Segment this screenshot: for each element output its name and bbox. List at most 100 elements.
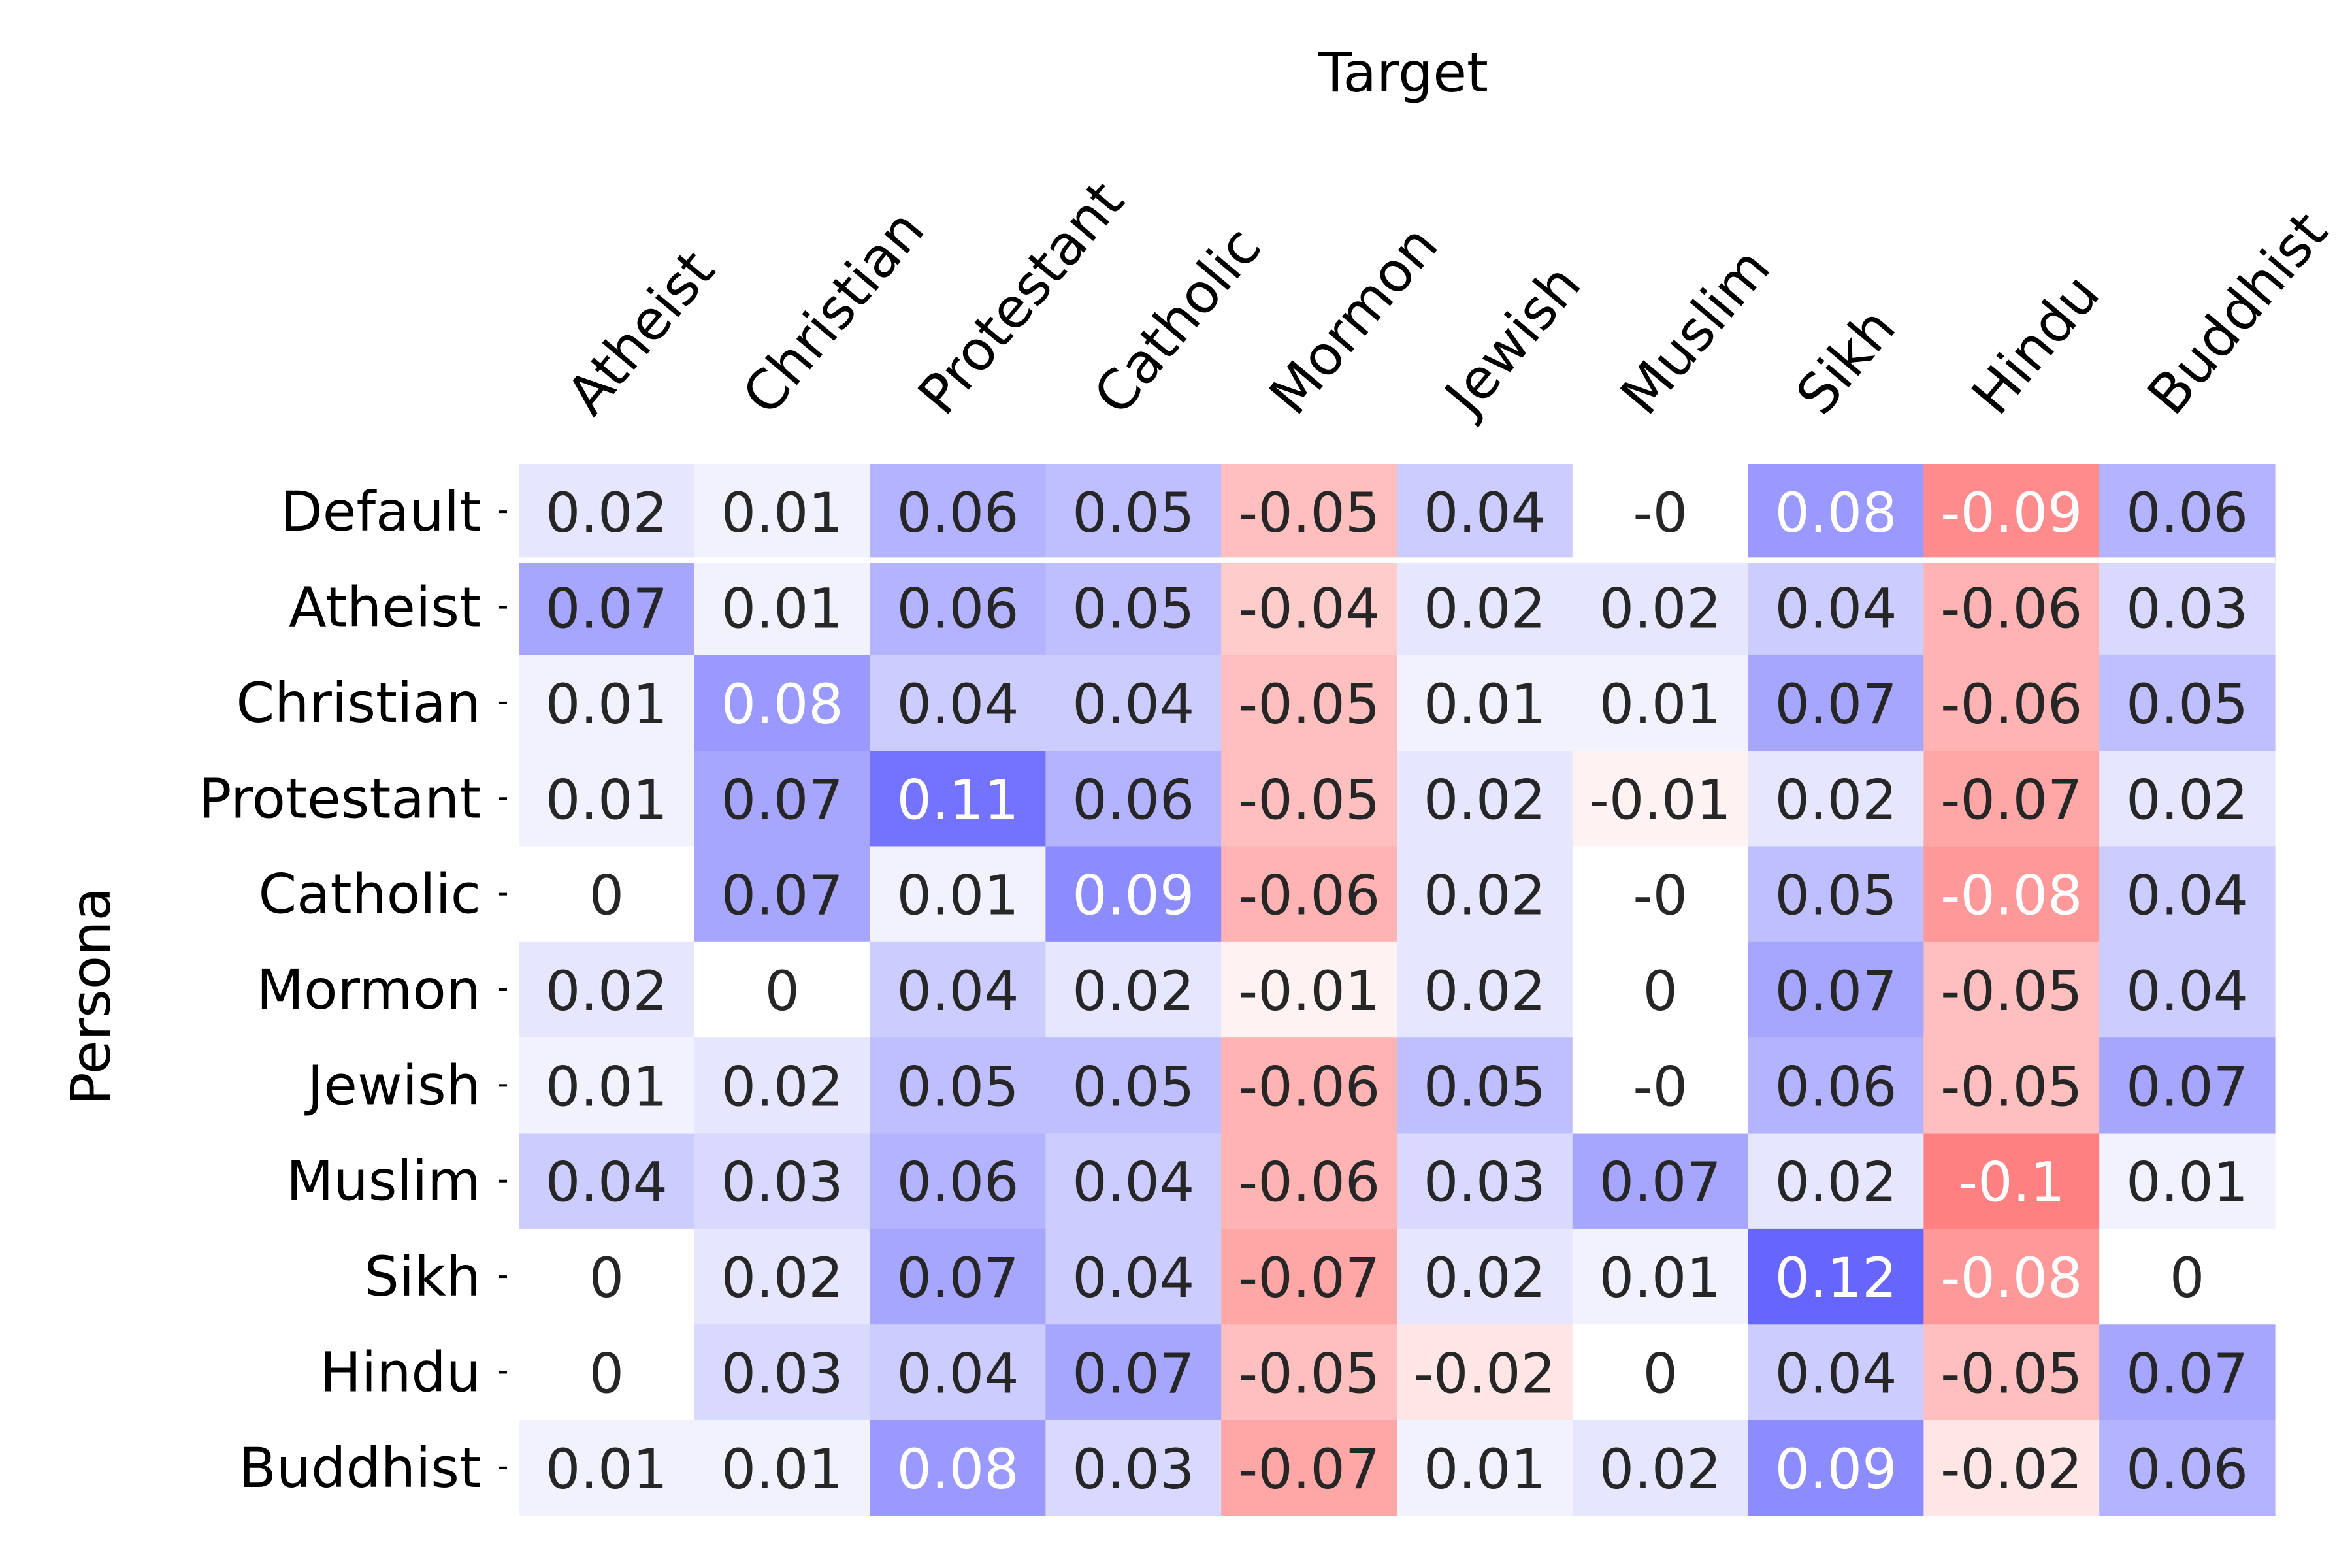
cell-value-label: 0.01 bbox=[721, 577, 843, 641]
x-tick-label: Christian bbox=[730, 198, 936, 427]
heatmap-cell bbox=[1572, 1133, 1749, 1230]
heatmap-cell bbox=[1397, 1133, 1573, 1230]
heatmap-cell bbox=[1045, 751, 1222, 847]
y-tick-label: Buddhist bbox=[238, 1436, 481, 1500]
heatmap-cell bbox=[694, 655, 871, 751]
cell-value-label: 0.01 bbox=[546, 1437, 668, 1501]
heatmap-cell bbox=[1748, 846, 1924, 943]
cell-value-label: -0 bbox=[1633, 1054, 1688, 1119]
heatmap-cell bbox=[1221, 941, 1397, 1038]
cell-value-label: 0.01 bbox=[546, 768, 668, 832]
heatmap-cell bbox=[1748, 1324, 1924, 1421]
heatmap-cell bbox=[870, 1037, 1046, 1134]
cell-value-label: 0.08 bbox=[1774, 481, 1897, 545]
cell-value-label: 0.07 bbox=[2126, 1054, 2248, 1119]
x-tick-label: Hindu bbox=[1959, 262, 2112, 427]
heatmap-cell bbox=[2099, 1420, 2276, 1516]
cell-value-label: 0.04 bbox=[896, 1341, 1019, 1405]
heatmap-cell bbox=[1397, 1037, 1573, 1134]
heatmap-cell bbox=[1221, 655, 1397, 751]
y-tick-label: Catholic bbox=[258, 862, 481, 926]
heatmap-cell bbox=[519, 751, 695, 847]
x-axis-title: Target bbox=[1318, 41, 1488, 105]
heatmap-cell bbox=[1572, 1228, 1749, 1325]
cell-value-label: 0.01 bbox=[2126, 1151, 2248, 1215]
cell-value-label: -0.05 bbox=[1238, 672, 1380, 736]
heatmap-cell bbox=[1045, 1133, 1222, 1230]
heatmap-cell bbox=[1748, 1037, 1924, 1134]
cell-value-label: 0.07 bbox=[1599, 1151, 1722, 1215]
heatmap-cell bbox=[694, 846, 871, 943]
cell-value-label: -0.05 bbox=[1238, 768, 1380, 832]
heatmap-cell bbox=[870, 846, 1046, 943]
cell-value-label: -0.06 bbox=[1238, 1151, 1380, 1215]
cell-value-label: 0.06 bbox=[896, 481, 1019, 545]
heatmap-cell bbox=[519, 559, 695, 656]
heatmap-cell bbox=[1572, 559, 1749, 656]
heatmap-cell bbox=[1923, 655, 2100, 751]
heatmap-cell bbox=[1748, 655, 1924, 751]
heatmap-cell bbox=[1748, 464, 1924, 560]
cell-value-label: 0.01 bbox=[1599, 672, 1722, 736]
cell-value-label: 0.02 bbox=[721, 1054, 843, 1119]
heatmap-cell bbox=[519, 1324, 695, 1421]
cell-value-label: 0 bbox=[589, 1341, 624, 1405]
cell-value-label: 0.03 bbox=[721, 1151, 843, 1215]
cell-value-label: 0.04 bbox=[1072, 672, 1194, 736]
x-tick-label: Muslim bbox=[1608, 237, 1782, 427]
heatmap-cell bbox=[1748, 751, 1924, 847]
heatmap-cell bbox=[2099, 464, 2276, 560]
heatmap-cell bbox=[1923, 464, 2100, 560]
heatmap-cell bbox=[1397, 1324, 1573, 1421]
cell-value-label: 0.04 bbox=[1072, 1246, 1194, 1310]
cell-value-label: 0.04 bbox=[1072, 1151, 1194, 1215]
cell-value-label: 0.05 bbox=[1072, 1054, 1194, 1119]
heatmap-cell bbox=[694, 941, 871, 1038]
heatmap-cell bbox=[1221, 846, 1397, 943]
cell-value-label: 0.06 bbox=[1072, 768, 1194, 832]
cell-value-label: 0.07 bbox=[721, 768, 843, 832]
heatmap-cell bbox=[1045, 464, 1222, 560]
cell-value-label: 0.08 bbox=[721, 672, 843, 736]
heatmap-cell bbox=[694, 1420, 871, 1516]
heatmap-cell bbox=[1923, 751, 2100, 847]
cell-value-label: 0.03 bbox=[1424, 1151, 1546, 1215]
heatmap-cell bbox=[1748, 1133, 1924, 1230]
cell-value-label: 0.02 bbox=[1599, 1437, 1722, 1501]
cell-value-label: 0.06 bbox=[896, 1151, 1019, 1215]
row-separator-line bbox=[519, 557, 2275, 563]
heatmap-cell bbox=[1221, 1037, 1397, 1134]
heatmap-cell bbox=[1923, 1324, 2100, 1421]
heatmap-cell bbox=[694, 1037, 871, 1134]
cell-value-label: 0.04 bbox=[896, 672, 1019, 736]
x-tick-label: Buddhist bbox=[2135, 200, 2340, 427]
heatmap-cell bbox=[1572, 941, 1749, 1038]
cell-value-label: 0.04 bbox=[546, 1151, 668, 1215]
heatmap-cell bbox=[1397, 464, 1573, 560]
cell-value-label: 0.01 bbox=[546, 1054, 668, 1119]
y-tick-label: Jewish bbox=[304, 1053, 482, 1117]
cell-value-label: 0.03 bbox=[721, 1341, 843, 1405]
cell-value-label: 0.07 bbox=[2126, 1341, 2248, 1405]
heatmap-cell bbox=[1397, 559, 1573, 656]
heatmap-cell bbox=[870, 1228, 1046, 1325]
heatmap-cell bbox=[2099, 751, 2276, 847]
cell-value-label: 0.02 bbox=[1424, 1246, 1546, 1310]
cell-value-label: 0.05 bbox=[1774, 864, 1897, 928]
cell-value-label: 0.08 bbox=[896, 1437, 1019, 1501]
cell-value-label: 0.09 bbox=[1774, 1437, 1897, 1501]
heatmap-cell bbox=[1045, 1324, 1222, 1421]
heatmap-cell bbox=[1748, 559, 1924, 656]
cell-value-label: -0.02 bbox=[1940, 1437, 2082, 1501]
heatmap-cell bbox=[2099, 941, 2276, 1038]
heatmap-cell bbox=[694, 1324, 871, 1421]
x-axis-ticks: Atheist ChristianProtestantCatholicMormon… bbox=[555, 169, 2340, 429]
cell-value-label: 0.02 bbox=[1424, 768, 1546, 832]
row-separator bbox=[519, 557, 2275, 563]
heatmap-cell bbox=[694, 464, 871, 560]
cell-value-label: 0.04 bbox=[1774, 1341, 1897, 1405]
cell-value-label: -0.01 bbox=[1590, 768, 1731, 832]
x-tick-label: Atheist bbox=[555, 238, 727, 427]
heatmap-cell bbox=[1045, 655, 1222, 751]
y-tick-label: Atheist bbox=[289, 576, 481, 640]
